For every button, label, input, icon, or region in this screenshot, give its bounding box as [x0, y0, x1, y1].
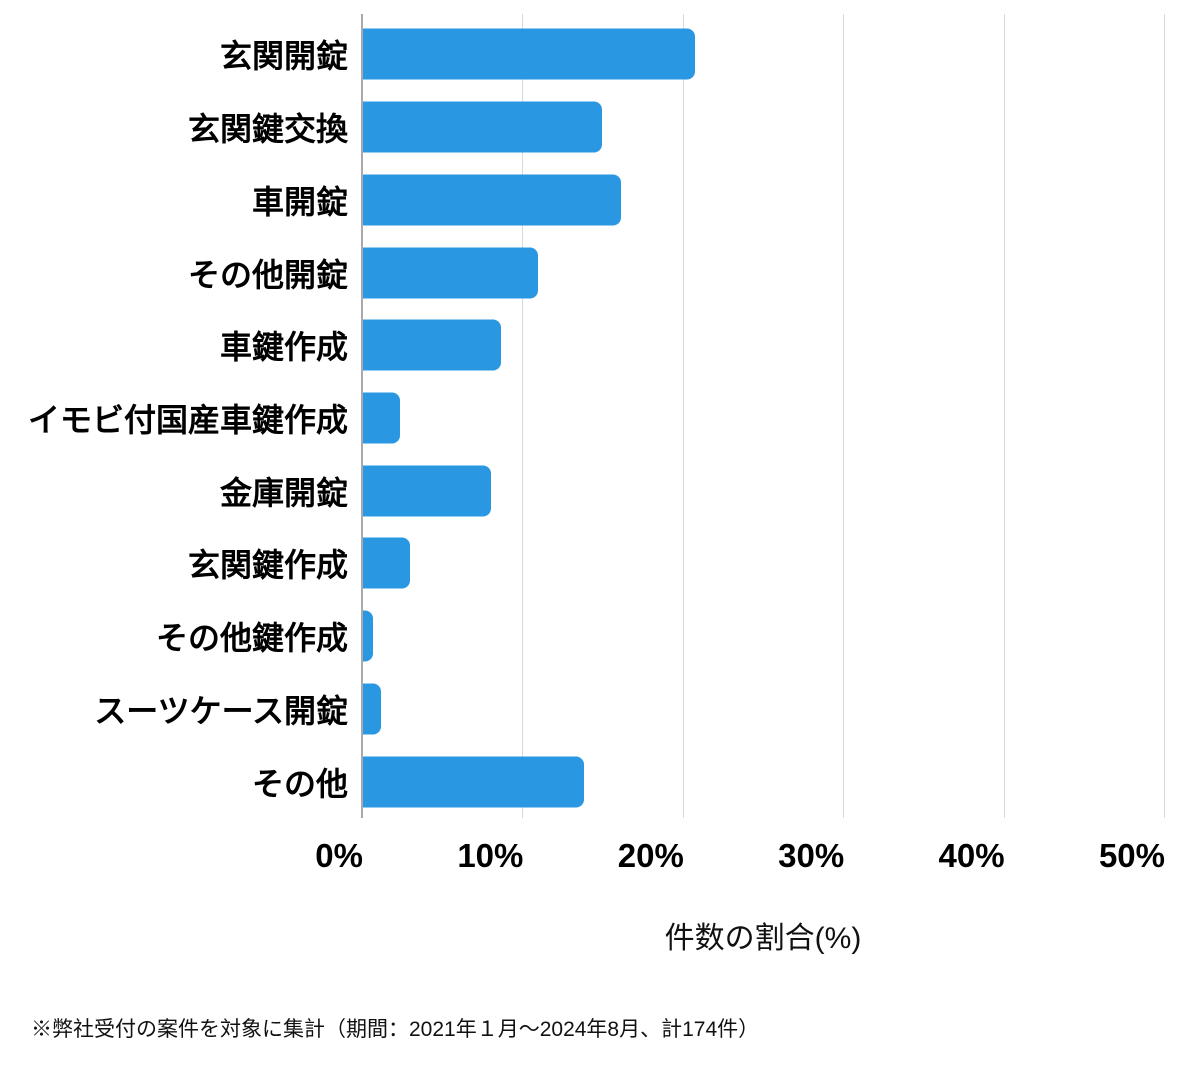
- bar: [363, 28, 696, 80]
- category-label: 車開錠: [251, 183, 348, 220]
- bar-row: イモビ付国産車鍵作成: [0, 382, 1200, 455]
- bar: [363, 319, 501, 371]
- category-label: その他鍵作成: [155, 620, 348, 657]
- bar: [363, 174, 622, 226]
- bar-row: スーツケース開錠: [0, 673, 1200, 746]
- category-label: 玄関鍵交換: [187, 111, 348, 148]
- category-label: その他開錠: [187, 256, 348, 293]
- bar-row: その他鍵作成: [0, 600, 1200, 673]
- category-label: スーツケース開錠: [94, 692, 348, 729]
- bar-row: 玄関鍵交換: [0, 91, 1200, 164]
- bar-row: その他開錠: [0, 236, 1200, 309]
- y-axis-line: [361, 14, 363, 818]
- bar: [363, 247, 538, 299]
- bar-row: 車開錠: [0, 163, 1200, 236]
- category-label: 玄関鍵作成: [187, 547, 348, 584]
- x-tick-label: 30%: [778, 837, 845, 874]
- bar-row: 金庫開錠: [0, 454, 1200, 527]
- x-tick-label: 50%: [1098, 837, 1165, 874]
- x-tick-label: 40%: [938, 837, 1005, 874]
- category-label: その他: [251, 765, 348, 802]
- x-tick-label: 10%: [457, 837, 524, 874]
- bar: [363, 392, 400, 444]
- bar: [363, 610, 373, 662]
- category-label: 車鍵作成: [219, 329, 348, 366]
- x-tick-label: 20%: [617, 837, 684, 874]
- gridline-40: [1003, 14, 1005, 818]
- bar-row: その他: [0, 745, 1200, 818]
- bar: [363, 101, 602, 153]
- gridline-10: [522, 14, 524, 818]
- bar-row: 玄関開錠: [0, 18, 1200, 91]
- bar: [363, 756, 585, 808]
- bar-row: 車鍵作成: [0, 309, 1200, 382]
- gridline-30: [843, 14, 845, 818]
- category-label: 玄関開錠: [219, 38, 348, 75]
- bar: [363, 683, 381, 735]
- gridline-50: [1164, 14, 1165, 818]
- chart-footnote: ※弊社受付の案件を対象に集計（期間：2021年１月〜2024年8月、計174件）: [31, 1018, 760, 1041]
- bar: [363, 537, 410, 589]
- x-axis-title: 件数の割合(%): [664, 922, 862, 955]
- bar: [363, 465, 492, 517]
- bar-row: 玄関鍵作成: [0, 527, 1200, 600]
- category-label: 金庫開錠: [219, 474, 348, 511]
- x-tick-label: 0%: [315, 837, 363, 874]
- gridline-20: [682, 14, 684, 818]
- category-label: イモビ付国産車鍵作成: [27, 401, 348, 438]
